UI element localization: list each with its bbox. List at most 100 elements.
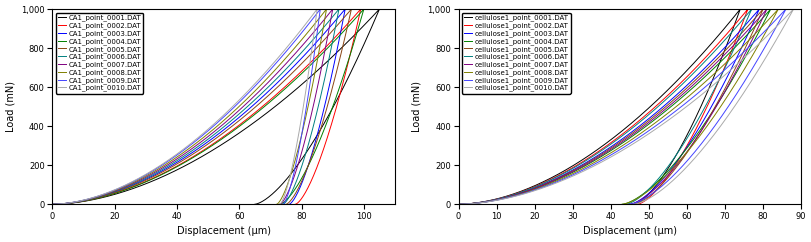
CA1_point_0009.DAT xyxy=(277,203,287,206)
cellulose1_point_0008.DAT xyxy=(453,203,463,206)
CA1_point_0002.DAT xyxy=(48,203,58,206)
CA1_point_0005.DAT xyxy=(303,163,313,166)
CA1_point_0009.DAT xyxy=(315,8,324,10)
CA1_point_0009.DAT xyxy=(50,203,60,206)
CA1_point_0007.DAT xyxy=(315,69,325,72)
CA1_point_0006.DAT xyxy=(297,163,307,166)
cellulose1_point_0009.DAT xyxy=(614,149,624,151)
CA1_point_0005.DAT xyxy=(332,69,341,72)
CA1_point_0003.DAT xyxy=(50,203,60,206)
cellulose1_point_0001.DAT xyxy=(453,203,463,206)
cellulose1_point_0007.DAT xyxy=(604,149,614,151)
CA1_point_0005.DAT xyxy=(48,203,58,206)
cellulose1_point_0002.DAT xyxy=(742,8,752,10)
CA1_point_0002.DAT xyxy=(50,203,60,206)
Y-axis label: Load (mN): Load (mN) xyxy=(6,81,15,132)
cellulose1_point_0008.DAT xyxy=(671,163,680,166)
Line: CA1_point_0006.DAT: CA1_point_0006.DAT xyxy=(53,9,338,204)
CA1_point_0003.DAT xyxy=(191,149,201,151)
cellulose1_point_0007.DAT xyxy=(663,174,672,177)
CA1_point_0006.DAT xyxy=(327,16,337,19)
CA1_point_0003.DAT xyxy=(340,8,350,10)
cellulose1_point_0007.DAT xyxy=(672,163,681,166)
CA1_point_0007.DAT xyxy=(320,16,330,19)
cellulose1_point_0005.DAT xyxy=(728,69,738,72)
CA1_point_0001.DAT xyxy=(250,203,260,206)
cellulose1_point_0004.DAT xyxy=(453,203,463,206)
cellulose1_point_0003.DAT xyxy=(725,69,735,72)
cellulose1_point_0009.DAT xyxy=(668,174,678,177)
cellulose1_point_0001.DAT xyxy=(591,149,601,151)
CA1_point_0007.DAT xyxy=(328,8,337,10)
cellulose1_point_0002.DAT xyxy=(632,203,642,206)
CA1_point_0009.DAT xyxy=(179,149,189,151)
CA1_point_0010.DAT xyxy=(287,163,297,166)
CA1_point_0010.DAT xyxy=(305,16,315,19)
CA1_point_0008.DAT xyxy=(289,163,298,166)
CA1_point_0005.DAT xyxy=(346,8,356,10)
cellulose1_point_0002.DAT xyxy=(735,16,744,19)
CA1_point_0004.DAT xyxy=(50,203,60,206)
cellulose1_point_0001.DAT xyxy=(727,16,737,19)
cellulose1_point_0010.DAT xyxy=(752,69,762,72)
CA1_point_0004.DAT xyxy=(351,16,361,19)
cellulose1_point_0008.DAT xyxy=(660,174,670,177)
cellulose1_point_0004.DAT xyxy=(659,174,668,177)
Line: cellulose1_point_0006.DAT: cellulose1_point_0006.DAT xyxy=(458,9,751,204)
cellulose1_point_0010.DAT xyxy=(628,203,637,206)
CA1_point_0001.DAT xyxy=(51,203,61,206)
CA1_point_0004.DAT xyxy=(275,203,285,206)
cellulose1_point_0003.DAT xyxy=(624,203,634,206)
cellulose1_point_0006.DAT xyxy=(456,203,466,206)
cellulose1_point_0010.DAT xyxy=(683,163,693,166)
CA1_point_0006.DAT xyxy=(48,203,58,206)
cellulose1_point_0003.DAT xyxy=(746,16,756,19)
CA1_point_0007.DAT xyxy=(50,203,60,206)
Line: CA1_point_0001.DAT: CA1_point_0001.DAT xyxy=(53,9,379,204)
cellulose1_point_0009.DAT xyxy=(780,8,790,10)
CA1_point_0001.DAT xyxy=(374,8,384,10)
CA1_point_0010.DAT xyxy=(48,203,58,206)
X-axis label: Displacement (μm): Displacement (μm) xyxy=(177,227,270,236)
CA1_point_0003.DAT xyxy=(48,203,58,206)
cellulose1_point_0004.DAT xyxy=(668,163,678,166)
CA1_point_0006.DAT xyxy=(294,174,303,177)
cellulose1_point_0006.DAT xyxy=(664,163,674,166)
CA1_point_0004.DAT xyxy=(200,149,210,151)
cellulose1_point_0008.DAT xyxy=(457,203,466,206)
cellulose1_point_0009.DAT xyxy=(624,203,634,206)
CA1_point_0010.DAT xyxy=(285,174,294,177)
cellulose1_point_0006.DAT xyxy=(620,203,630,206)
CA1_point_0008.DAT xyxy=(50,203,60,206)
CA1_point_0002.DAT xyxy=(355,8,365,10)
CA1_point_0004.DAT xyxy=(48,203,58,206)
cellulose1_point_0004.DAT xyxy=(607,149,616,151)
CA1_point_0005.DAT xyxy=(194,149,204,151)
cellulose1_point_0007.DAT xyxy=(456,203,466,206)
CA1_point_0002.DAT xyxy=(290,203,300,206)
CA1_point_0002.DAT xyxy=(308,174,318,177)
cellulose1_point_0004.DAT xyxy=(757,16,767,19)
CA1_point_0006.DAT xyxy=(50,203,60,206)
cellulose1_point_0005.DAT xyxy=(456,203,466,206)
X-axis label: Displacement (μm): Displacement (μm) xyxy=(582,227,676,236)
CA1_point_0009.DAT xyxy=(307,69,316,72)
CA1_point_0008.DAT xyxy=(48,203,58,206)
cellulose1_point_0002.DAT xyxy=(718,69,727,72)
cellulose1_point_0003.DAT xyxy=(453,203,463,206)
cellulose1_point_0006.DAT xyxy=(453,203,463,206)
Line: cellulose1_point_0001.DAT: cellulose1_point_0001.DAT xyxy=(458,9,740,204)
cellulose1_point_0008.DAT xyxy=(610,149,620,151)
Line: cellulose1_point_0002.DAT: cellulose1_point_0002.DAT xyxy=(458,9,747,204)
cellulose1_point_0007.DAT xyxy=(753,16,763,19)
Line: CA1_point_0003.DAT: CA1_point_0003.DAT xyxy=(53,9,345,204)
Line: CA1_point_0005.DAT: CA1_point_0005.DAT xyxy=(53,9,351,204)
Line: cellulose1_point_0005.DAT: cellulose1_point_0005.DAT xyxy=(458,9,762,204)
CA1_point_0010.DAT xyxy=(303,69,313,72)
cellulose1_point_0002.DAT xyxy=(456,203,466,206)
cellulose1_point_0008.DAT xyxy=(773,8,783,10)
cellulose1_point_0002.DAT xyxy=(670,163,680,166)
CA1_point_0006.DAT xyxy=(321,69,331,72)
cellulose1_point_0005.DAT xyxy=(664,174,674,177)
cellulose1_point_0007.DAT xyxy=(453,203,463,206)
